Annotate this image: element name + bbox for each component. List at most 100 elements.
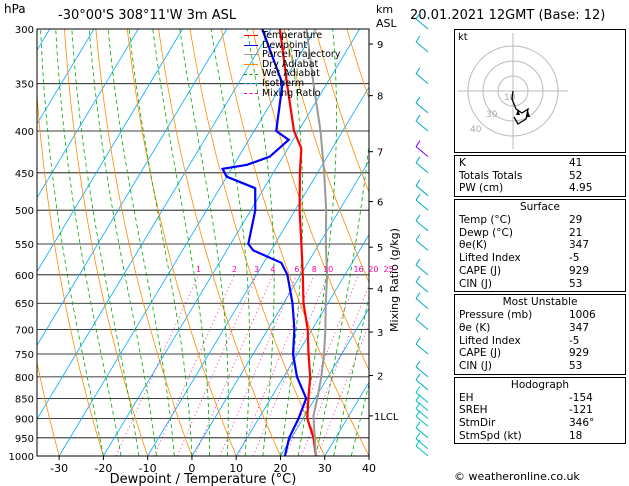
parameter-name: CAPE (J) — [459, 347, 502, 360]
wet-adiabat — [107, 29, 175, 456]
parameter-value: 347 — [569, 321, 590, 334]
parameter-value: 346° — [569, 417, 595, 429]
temperature-tick-label: 30 — [318, 462, 332, 475]
mixing-ratio-label: 20 — [368, 265, 378, 274]
isotherm — [37, 29, 272, 420]
pressure-unit-label: hPa — [4, 2, 26, 16]
dry-adiabat — [189, 29, 326, 456]
parameter-value: 1006 — [569, 309, 596, 322]
mixing-ratio-label: 3 — [254, 265, 259, 274]
height-tick-label: 7 — [377, 148, 383, 159]
datetime-title: 20.01.2021 12GMT (Base: 12) — [410, 8, 606, 23]
dry-adiabat — [158, 29, 281, 456]
parameter-name: Totals Totals — [459, 169, 523, 182]
pressure-tick-label: 600 — [15, 271, 34, 282]
hodograph-title: Hodograph — [510, 378, 570, 391]
legend-swatch — [244, 35, 258, 37]
parameter-row: Dewp (°C) 21 — [459, 227, 621, 240]
isotherm — [0, 29, 5, 456]
parameter-value: 21 — [569, 226, 583, 239]
dry-adiabat — [221, 29, 369, 456]
parameter-name: PW (cm) — [459, 182, 504, 195]
height-tick-label: 9 — [377, 40, 383, 51]
wind-barb — [415, 373, 421, 381]
wind-barb — [415, 185, 429, 197]
parameter-row: CIN (J) 53 — [459, 360, 621, 373]
dry-adiabat — [283, 29, 369, 284]
wind-barb — [415, 234, 421, 241]
pressure-tick-label: 500 — [15, 206, 34, 217]
isotherm — [147, 86, 369, 456]
wind-barb — [415, 258, 421, 266]
wind-barb — [415, 120, 429, 132]
parameter-name: EH — [459, 391, 474, 404]
parameter-row: Temp (°C) 29 — [459, 214, 621, 227]
wind-barb — [415, 319, 429, 330]
wind-barb — [415, 402, 421, 409]
wind-barb — [415, 366, 429, 378]
parameter-name: CIN (J) — [459, 277, 492, 290]
wet-adiabat — [179, 29, 229, 456]
pressure-tick-label: 550 — [15, 240, 34, 251]
parameter-row: K 41 — [459, 157, 621, 170]
pressure-tick-label: 650 — [15, 299, 34, 310]
parameter-row: CIN (J) 53 — [459, 278, 621, 291]
legend-swatch — [244, 54, 258, 56]
parameter-name: K — [459, 157, 466, 169]
height-tick-label: 2 — [377, 372, 383, 383]
storm-motion-marker — [526, 111, 530, 117]
parameter-row: Pressure (mb) 1006 — [459, 309, 621, 322]
legend-item: Parcel Trajectory — [244, 50, 340, 60]
mixing-ratio-label: 1 — [196, 265, 201, 274]
skewt-series — [220, 29, 329, 456]
isotherm — [191, 160, 369, 456]
parameter-row: SREH -121 — [459, 404, 621, 417]
wet-adiabat — [210, 29, 250, 456]
surface-box: Surface Temp (°C) 29 Dewp (°C) 21 θe(K) 347 Lif… — [454, 199, 626, 293]
parameter-row: Lifted Index -5 — [459, 252, 621, 265]
mixing-ratio-line — [219, 274, 298, 456]
mixing-ratio-label: 10 — [323, 265, 333, 274]
temperature-axis: -30 -20 -10 0 10 20 30 40 — [50, 456, 376, 475]
hodograph-box: Hodograph EH -154 SREH -121 StmDir 346° StmSpd … — [454, 376, 626, 445]
parameter-name: Lifted Index — [459, 334, 521, 347]
credit: © weatheronline.co.uk — [454, 470, 580, 483]
parameter-row: StmSpd (kt) 18 — [459, 430, 621, 443]
parameter-row: θe(K) 347 — [459, 239, 621, 252]
series-parcel-trajectory — [305, 29, 329, 456]
pressure-tick-label: 350 — [15, 80, 34, 91]
hodograph-ring-label: 30 — [486, 110, 498, 120]
parameter-row: EH -154 — [459, 392, 621, 405]
legend-label: Temperature — [262, 30, 323, 41]
parameter-name: SREH — [459, 404, 488, 417]
surface-title: Surface — [519, 201, 560, 214]
parameter-value: 53 — [569, 277, 583, 290]
temperature-tick-label: -10 — [139, 462, 157, 475]
temperature-tick-label: 40 — [362, 462, 376, 475]
parameter-name: Temp (°C) — [459, 214, 512, 227]
legend-item: Mixing Ratio — [244, 88, 340, 99]
wind-barb — [415, 438, 429, 450]
pressure-tick-label: 850 — [15, 394, 34, 405]
legend-item: Wet Adiabat — [244, 69, 340, 79]
wind-barb — [415, 193, 421, 201]
pressure-tick-label: 300 — [15, 25, 34, 36]
mixing-ratio-label: 4 — [270, 265, 275, 274]
height-tick-label: 5 — [377, 243, 383, 254]
series-temperature — [278, 29, 317, 456]
dry-adiabat — [37, 89, 104, 456]
wind-barb — [415, 292, 421, 299]
pressure-axis: 300 350 400 450 500 550 600 650 700 750 800 850 900 9… — [9, 25, 34, 463]
temperature-tick-label: 0 — [188, 462, 195, 475]
wind-barb — [415, 394, 421, 401]
isotherm — [235, 233, 369, 456]
legend-label: Dry Adiabat — [262, 58, 319, 70]
wind-barb — [415, 35, 421, 43]
legend-swatch — [244, 92, 258, 94]
hodograph-ring-label: 10 — [504, 93, 516, 103]
parameter-value: 929 — [569, 264, 590, 277]
wind-barb — [415, 379, 429, 391]
wet-adiabat — [55, 29, 122, 456]
parameter-row: CAPE (J) 929 — [459, 265, 621, 278]
parameter-panel: K 41 Totals Totals 52 PW (cm) 4.95 Surface Tem… — [454, 155, 626, 446]
